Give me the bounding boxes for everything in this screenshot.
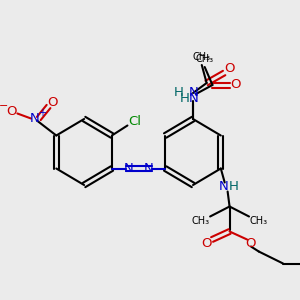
Text: N: N [189,86,199,100]
Text: CH₃: CH₃ [196,54,214,64]
Text: CH₃: CH₃ [250,215,268,226]
Text: O: O [225,62,235,76]
Text: O: O [231,79,241,92]
Text: O: O [246,237,256,250]
Text: N: N [144,162,154,175]
Text: N: N [124,162,133,175]
Text: −: − [0,101,8,112]
Text: +: + [38,109,46,118]
Text: N: N [189,92,199,106]
Text: H: H [229,180,238,193]
Text: CH₃: CH₃ [191,215,209,226]
Text: H: H [179,92,189,106]
Text: O: O [47,96,58,109]
Text: N: N [219,180,229,193]
Text: O: O [6,105,17,118]
Text: O: O [201,237,211,250]
Text: CH₃: CH₃ [193,52,211,62]
Text: H: H [173,86,183,100]
Text: Cl: Cl [128,115,141,128]
Text: N: N [30,112,40,125]
